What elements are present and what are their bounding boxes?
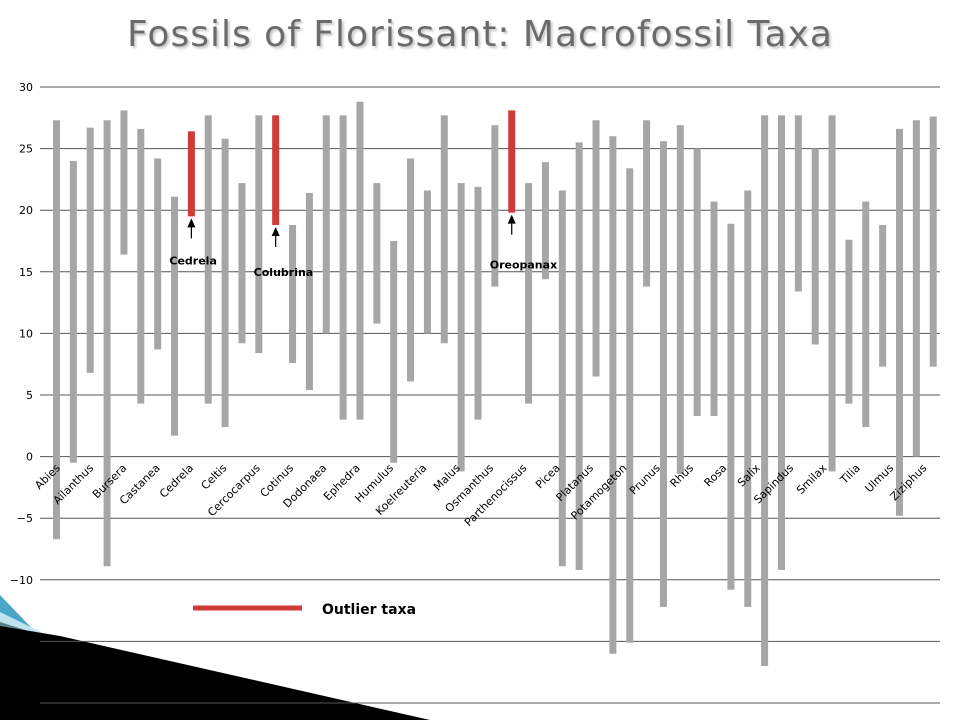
range-bar	[744, 190, 752, 607]
range-bar	[811, 148, 819, 345]
range-bar	[929, 116, 937, 367]
y-tick-label: 15	[19, 266, 33, 279]
range-bar	[238, 183, 246, 344]
annotation-arrowhead	[507, 214, 516, 224]
range-bar	[609, 136, 617, 654]
range-bar	[558, 190, 566, 567]
outlier-range-bar	[187, 131, 195, 217]
range-bar	[912, 120, 920, 457]
range-bar	[541, 162, 549, 280]
range-bar	[491, 125, 499, 287]
range-bar	[727, 223, 735, 590]
range-bar	[339, 115, 347, 420]
range-bar	[289, 224, 297, 363]
y-tick-label: 0	[26, 451, 33, 464]
range-bar	[659, 141, 667, 607]
y-tick-label: −10	[10, 574, 33, 587]
range-bar	[407, 158, 415, 382]
range-bar	[777, 115, 785, 570]
range-bar	[575, 142, 583, 570]
range-bar	[322, 115, 330, 334]
range-bar	[69, 160, 77, 463]
range-bar	[845, 239, 853, 404]
legend-label: Outlier taxa	[322, 602, 416, 618]
y-tick-label: −15	[10, 635, 33, 648]
range-bar	[255, 115, 263, 354]
x-tick-label: Malus	[431, 461, 463, 493]
range-bar	[86, 127, 94, 373]
outlier-range-bar	[508, 110, 516, 213]
range-bar	[53, 120, 60, 540]
y-tick-label: 20	[19, 204, 33, 217]
x-tick-label: Tilia	[837, 462, 863, 488]
range-bar	[626, 168, 634, 643]
range-bar	[356, 101, 364, 420]
annotation-label: Colubrina	[254, 266, 314, 279]
range-bar	[896, 128, 903, 516]
annotation-arrowhead	[187, 218, 196, 228]
range-bar	[103, 120, 111, 567]
range-bar	[373, 183, 381, 324]
x-tick-label: Picea	[533, 462, 563, 492]
range-bar	[862, 201, 870, 428]
range-bar	[643, 120, 651, 287]
range-bar	[457, 183, 465, 472]
range-bar	[423, 190, 431, 334]
y-tick-label: 5	[26, 389, 33, 402]
range-bar	[710, 201, 718, 416]
outlier-range-bar	[272, 115, 280, 225]
range-bar	[761, 115, 769, 667]
slide-title: Fossils of Florissant: Macrofossil Taxa	[127, 14, 833, 55]
x-tick-label: Rosa	[702, 462, 730, 490]
range-bar	[879, 224, 887, 367]
range-bar	[440, 115, 448, 344]
x-tick-label: Celtis	[199, 461, 230, 492]
y-tick-label: −5	[17, 512, 33, 525]
y-tick-label: −20	[10, 697, 33, 710]
range-bar	[204, 115, 212, 404]
decor-swoosh-black	[0, 626, 430, 720]
range-bar	[474, 186, 482, 420]
range-bar	[693, 148, 701, 416]
x-tick-label: Smilax	[794, 461, 830, 497]
range-bar	[305, 192, 313, 391]
range-bar	[794, 115, 802, 292]
range-bar	[390, 241, 398, 463]
y-tick-label: 30	[19, 81, 33, 94]
x-tick-label: Rhus	[668, 461, 697, 490]
range-bar	[154, 158, 162, 350]
range-bar	[120, 110, 128, 255]
x-tick-label: Parthenocissus	[462, 461, 530, 529]
annotation-label: Oreopanax	[490, 258, 557, 271]
y-tick-label: 25	[19, 143, 33, 156]
x-tick-label: Cedrela	[157, 462, 196, 501]
range-bar	[221, 138, 229, 428]
range-bar	[137, 128, 145, 404]
annotation-label: Cedrela	[169, 255, 217, 268]
range-bar	[171, 196, 179, 436]
range-bar	[525, 183, 533, 404]
range-bar	[676, 125, 684, 474]
range-bar	[592, 120, 600, 377]
y-tick-label: 10	[19, 327, 33, 340]
x-tick-label: Ziziphus	[888, 461, 930, 503]
range-bar	[828, 115, 836, 472]
annotation-arrowhead	[271, 226, 280, 236]
